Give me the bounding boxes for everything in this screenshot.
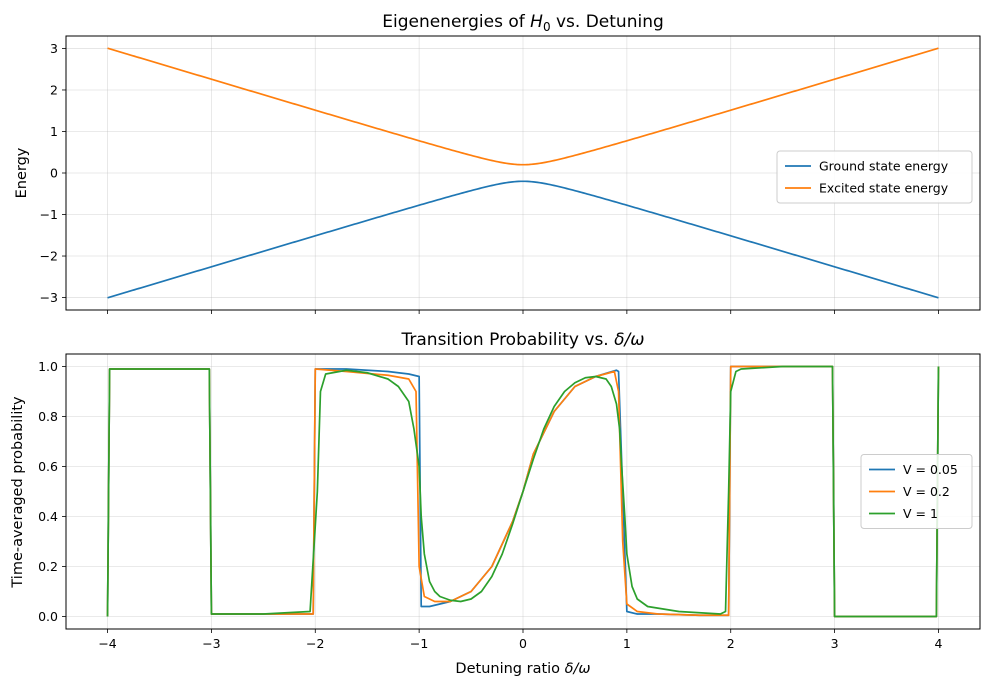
y-tick-label: −2 xyxy=(40,249,58,264)
y-tick-label: 3 xyxy=(50,41,58,56)
probability-chart: Transition Probability vs. δ/ω Time-aver… xyxy=(10,330,981,677)
series-line-1 xyxy=(107,180,939,299)
legend-box xyxy=(776,150,973,204)
series-line-2 xyxy=(107,47,939,166)
probability-chart-xlabel: Detuning ratio δ/ω xyxy=(455,661,590,677)
x-tick-label: 0 xyxy=(519,636,527,651)
y-tick-label: 1 xyxy=(50,124,58,139)
y-tick-label: 0 xyxy=(50,166,58,181)
energy-chart: Eigenenergies of H0 vs. Detuning Energy … xyxy=(14,12,981,314)
y-tick-label: 0.2 xyxy=(38,559,58,574)
legend-label: V = 0.05 xyxy=(903,462,958,477)
legend-label: V = 0.2 xyxy=(903,484,950,499)
x-tick-label: −4 xyxy=(98,636,116,651)
probability-chart-title: Transition Probability vs. δ/ω xyxy=(401,330,645,350)
legend-label: Ground state energy xyxy=(819,159,949,174)
x-tick-label: 2 xyxy=(727,636,735,651)
x-tick-label: 3 xyxy=(831,636,839,651)
energy-chart-frame xyxy=(65,35,981,311)
y-tick-label: −3 xyxy=(40,290,58,305)
x-tick-label: 4 xyxy=(934,636,942,651)
y-tick-label: −1 xyxy=(40,207,58,222)
x-tick-label: −2 xyxy=(306,636,324,651)
x-tick-label: 1 xyxy=(623,636,631,651)
series-line-3 xyxy=(106,365,940,618)
x-tick-label: −3 xyxy=(202,636,220,651)
y-tick-label: 2 xyxy=(50,82,58,97)
probability-chart-ylabel: Time-averaged probability xyxy=(10,396,26,589)
legend-label: V = 1 xyxy=(903,506,938,521)
y-tick-label: 0.0 xyxy=(38,609,58,624)
legend-label: Excited state energy xyxy=(819,181,949,196)
y-tick-label: 0.8 xyxy=(38,409,58,424)
energy-chart-title: Eigenenergies of H0 vs. Detuning xyxy=(382,12,664,34)
y-tick-label: 0.6 xyxy=(38,459,58,474)
probability-chart-frame xyxy=(65,353,981,630)
y-tick-label: 0.4 xyxy=(38,509,58,524)
y-tick-label: 1.0 xyxy=(38,359,58,374)
energy-chart-ylabel: Energy xyxy=(14,147,30,198)
legend-box xyxy=(860,454,973,529)
x-tick-label: −1 xyxy=(410,636,428,651)
